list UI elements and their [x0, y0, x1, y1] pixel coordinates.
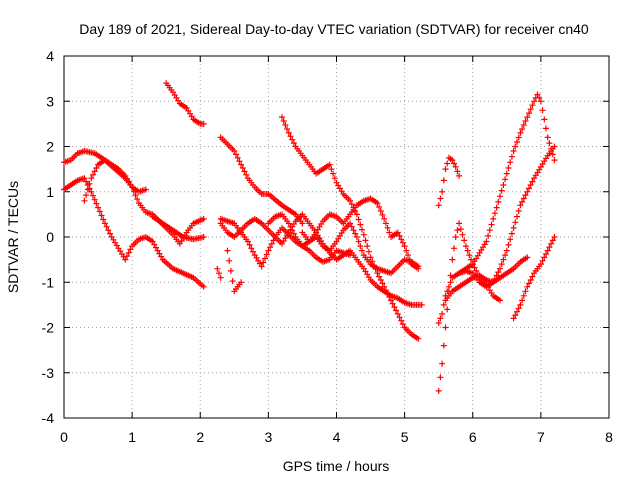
series-6 [279, 114, 422, 342]
x-tick-label: 2 [196, 429, 204, 445]
y-tick-label: -3 [42, 365, 55, 381]
series-2-points [81, 157, 207, 247]
series-2 [81, 157, 207, 247]
y-tick-label: -4 [42, 410, 55, 426]
axis-ticks [63, 55, 610, 419]
series-8 [217, 215, 354, 270]
x-tick-label: 4 [333, 429, 341, 445]
series-4 [163, 80, 207, 127]
series-6-points [279, 114, 422, 342]
series-10-points [299, 220, 422, 277]
y-tick-label: 2 [46, 139, 54, 155]
series-9-points [265, 195, 422, 272]
y-tick-labels: 4 3 2 1 0 -1 -2 -3 -4 [42, 48, 55, 426]
series-3 [149, 213, 207, 243]
series-0-points [61, 148, 149, 195]
series-5-points [217, 134, 306, 227]
y-tick-label: 0 [46, 229, 54, 245]
chart-title: Day 189 of 2021, Sidereal Day-to-day VTE… [79, 21, 589, 37]
series-1-points [61, 175, 207, 290]
x-tick-label: 6 [469, 429, 477, 445]
series-17 [456, 254, 531, 290]
series-12-points [214, 265, 224, 281]
series-5 [217, 134, 306, 227]
series-11 [224, 247, 245, 295]
series-13-points [435, 154, 463, 209]
y-tick-label: -2 [42, 320, 55, 336]
series-15 [435, 220, 503, 394]
series-15-points [435, 220, 503, 394]
series-18-points [510, 234, 558, 322]
y-tick-label: -1 [42, 274, 55, 290]
series-11-points [224, 247, 245, 295]
series-9 [265, 195, 422, 272]
series-18 [510, 234, 558, 322]
series-0 [61, 148, 149, 195]
y-tick-label: 3 [46, 93, 54, 109]
series-8-points [217, 215, 354, 270]
y-tick-label: 1 [46, 184, 54, 200]
x-tick-label: 5 [401, 429, 409, 445]
series-12 [214, 265, 224, 281]
y-tick-label: 4 [46, 48, 54, 64]
series-3-points [149, 213, 207, 243]
x-axis-label: GPS time / hours [283, 458, 390, 474]
x-tick-label: 8 [605, 429, 613, 445]
x-tick-label: 1 [128, 429, 136, 445]
series-13 [435, 154, 463, 209]
y-axis-label: SDTVAR / TECUs [5, 181, 21, 293]
x-tick-label: 3 [264, 429, 272, 445]
x-tick-label: 7 [537, 429, 545, 445]
series-17-points [456, 254, 531, 290]
series-4-points [163, 80, 207, 127]
x-tick-label: 0 [60, 429, 68, 445]
series-1 [61, 175, 207, 290]
x-tick-labels: 0 1 2 3 4 5 6 7 8 [60, 429, 613, 445]
data-marks [61, 80, 558, 394]
series-10 [299, 220, 422, 277]
